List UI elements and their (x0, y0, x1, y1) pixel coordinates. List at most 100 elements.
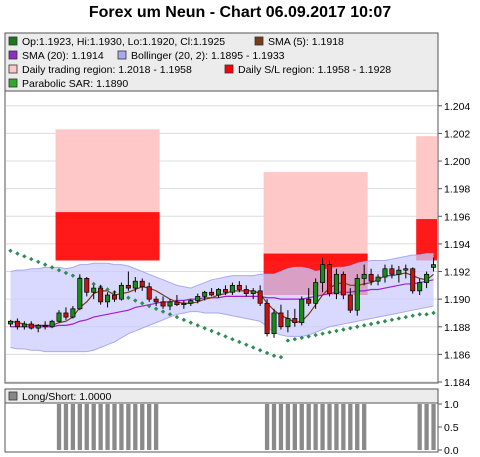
sar-point (223, 334, 228, 339)
candle-body (306, 298, 312, 304)
candle-body (354, 278, 360, 311)
sar-point (341, 327, 346, 332)
sar-point (140, 301, 145, 306)
sar-point (355, 324, 360, 329)
sar-point (29, 256, 34, 262)
long-short-bar (133, 404, 138, 450)
sar-point (15, 251, 20, 256)
candle-body (35, 325, 41, 329)
long-short-bars (56, 404, 436, 450)
candle-body (292, 318, 298, 323)
long-short-bar (334, 404, 339, 450)
long-short-swatch (8, 391, 18, 401)
sar-point (146, 303, 152, 309)
sar-point (105, 287, 110, 292)
legend-box (4, 32, 439, 92)
candle-body (285, 318, 291, 328)
legend-label: Daily trading region: 1.2018 - 1.1958 (22, 64, 192, 76)
sar-point (396, 316, 402, 321)
sar-point (313, 332, 318, 338)
candle-body (118, 284, 124, 300)
candle-body (139, 280, 145, 288)
candle-body (56, 312, 62, 322)
sar-point (174, 314, 180, 320)
candlesticks (7, 257, 437, 338)
bollinger-lower-line (10, 305, 434, 353)
candle-body (389, 268, 395, 275)
y-tick-label: 1.188 (444, 322, 470, 334)
candle-body (42, 325, 48, 328)
long-short-bar (105, 404, 110, 450)
candle-body (313, 282, 319, 304)
sar-point (42, 262, 48, 267)
y-tick-label: 1.204 (444, 101, 470, 113)
sar-point (271, 353, 277, 358)
long-short-bar (264, 404, 270, 450)
candle-body (153, 298, 159, 303)
ls-tick-label: 0.5 (444, 422, 459, 434)
legend-label: Op:1.1923, Hi:1.1930, Lo:1.1920, Cl:1.19… (22, 36, 225, 48)
sar-point (188, 320, 193, 325)
long-short-bar (348, 404, 353, 450)
legend-swatch (8, 78, 18, 88)
sar-point (244, 342, 249, 347)
daily-trading-region (263, 172, 368, 261)
sar-point (306, 334, 311, 339)
legend: Op:1.1923, Hi:1.1930, Lo:1.1920, Cl:1.19… (8, 36, 391, 90)
candle-body (396, 269, 402, 275)
long-short-bar (84, 404, 89, 450)
sar-point (257, 348, 263, 353)
chart-title: Forex um Neun - Chart 06.09.2017 10:07 (88, 4, 392, 21)
candle-body (146, 286, 152, 300)
long-short-bar (320, 404, 325, 450)
long-short-label: Long/Short: 1.0000 (22, 391, 111, 403)
sar-point (299, 335, 304, 341)
sar-point (424, 312, 429, 317)
sma20-line (10, 279, 434, 328)
sar-point (382, 319, 388, 324)
candle-body (14, 320, 20, 328)
sar-point (133, 298, 138, 303)
sar-point (216, 331, 221, 336)
y-tick-label: 1.194 (444, 239, 470, 251)
price-panel: 1.204 1.202 1.200 1.198 1.196 1.194 1.192 1.190… (4, 32, 470, 389)
sar-point (181, 317, 187, 323)
daily-sl-region (55, 212, 160, 261)
y-tick-label: 1.192 (444, 267, 470, 279)
sar-point (327, 330, 332, 335)
price-y-axis: 1.204 1.202 1.200 1.198 1.196 1.194 1.192 1.190… (438, 101, 470, 389)
candle-body (361, 273, 367, 279)
legend-swatch (8, 64, 18, 74)
candle-body (111, 294, 117, 300)
long-short-bar (327, 404, 332, 450)
sar-point (237, 339, 242, 345)
long-short-bar (70, 404, 76, 450)
candle-body (431, 264, 437, 268)
long-short-bar (56, 404, 62, 450)
sar-point (209, 328, 214, 334)
sar-point (230, 336, 235, 342)
long-short-bar (285, 404, 291, 450)
candle-body (91, 287, 97, 293)
long-short-panel: Long/Short: 1.0000 1.0 0.5 0.0 (4, 388, 459, 457)
candle-body (167, 301, 173, 307)
long-short-bar (271, 404, 277, 450)
sar-point (70, 273, 76, 278)
long-short-bar (355, 404, 360, 450)
candle-body (403, 268, 409, 271)
long-short-bar (77, 404, 82, 450)
sar-point (431, 310, 436, 316)
sar-point (334, 328, 339, 334)
bollinger-upper-line (10, 253, 434, 289)
daily-trading-region (55, 129, 160, 220)
long-short-bar (278, 404, 284, 450)
legend-label: Daily S/L region: 1.1958 - 1.1928 (238, 64, 391, 76)
candle-body (347, 294, 353, 311)
candle-body (84, 278, 90, 293)
candle-body (174, 301, 180, 306)
long-short-bar (306, 404, 311, 450)
long-short-bar (424, 404, 429, 450)
long-short-bar (91, 404, 96, 450)
daily-sl-region (416, 219, 437, 261)
